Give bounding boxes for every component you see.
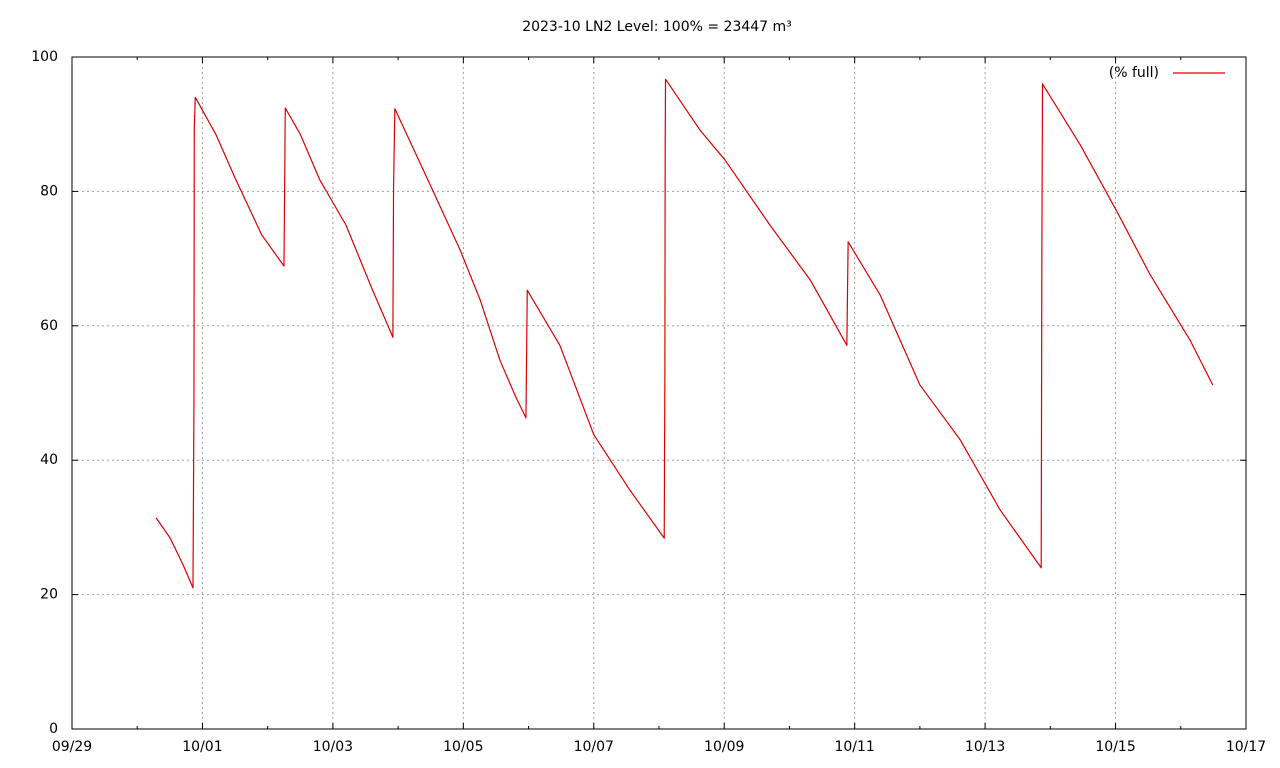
x-tick-label: 10/13 bbox=[965, 739, 1005, 755]
x-tick-label: 10/17 bbox=[1226, 739, 1266, 755]
x-tick-label: 09/29 bbox=[52, 739, 92, 755]
x-tick-label: 10/07 bbox=[574, 739, 614, 755]
x-tick-label: 10/15 bbox=[1095, 739, 1135, 755]
y-tick-label: 80 bbox=[40, 183, 58, 199]
x-tick-label: 10/05 bbox=[443, 739, 483, 755]
legend-label: (% full) bbox=[1109, 65, 1159, 81]
x-tick-label: 10/09 bbox=[704, 739, 744, 755]
plot-frame bbox=[71, 56, 1247, 730]
x-tick-label: 10/03 bbox=[313, 739, 353, 755]
y-tick-label: 20 bbox=[40, 587, 58, 603]
data-line bbox=[155, 78, 1214, 589]
y-tick-label: 40 bbox=[40, 452, 58, 468]
x-tick-label: 10/11 bbox=[834, 739, 874, 755]
y-tick-label: 60 bbox=[40, 318, 58, 334]
y-tick-label: 0 bbox=[49, 721, 58, 737]
y-tick-label: 100 bbox=[31, 49, 58, 65]
x-tick-label: 10/01 bbox=[182, 739, 222, 755]
chart-title: 2023-10 LN2 Level: 100% = 23447 m³ bbox=[522, 19, 792, 35]
